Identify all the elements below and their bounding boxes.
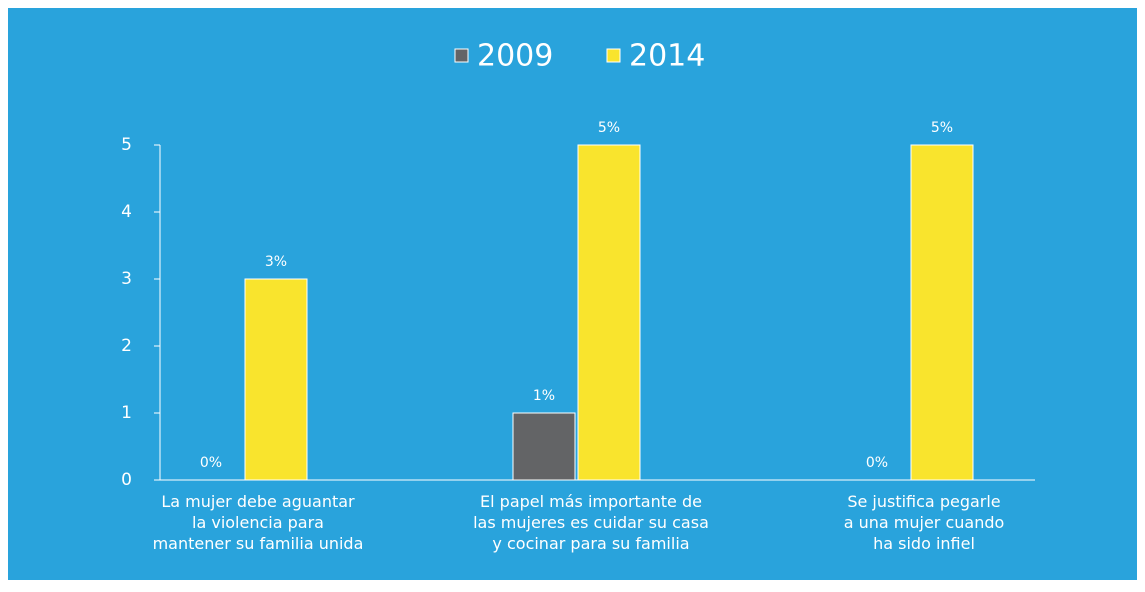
x-tick-label: La mujer debe aguantar la violencia para… <box>152 492 364 553</box>
bar <box>910 144 974 481</box>
bar <box>512 412 576 481</box>
data-label: 0% <box>866 455 888 471</box>
x-tick-label: Se justifica pegarle a una mujer cuando … <box>843 492 1005 553</box>
y-tick-label: 4 <box>121 202 132 222</box>
y-tick-label: 2 <box>121 336 132 356</box>
legend-label: 2009 <box>477 39 553 74</box>
data-label: 1% <box>533 388 555 404</box>
bar <box>244 278 308 481</box>
data-label: 3% <box>265 254 287 270</box>
y-tick-label: 3 <box>121 269 132 289</box>
legend-label: 2014 <box>629 39 705 74</box>
y-tick-label: 0 <box>121 470 132 490</box>
bar <box>577 144 641 481</box>
legend-swatch <box>454 48 469 63</box>
legend-swatch <box>606 48 621 63</box>
y-tick-label: 5 <box>121 135 132 155</box>
x-tick-label: El papel más importante de las mujeres e… <box>473 492 709 553</box>
data-label: 5% <box>931 120 953 136</box>
y-tick-label: 1 <box>121 403 132 423</box>
data-label: 0% <box>200 455 222 471</box>
data-label: 5% <box>598 120 620 136</box>
